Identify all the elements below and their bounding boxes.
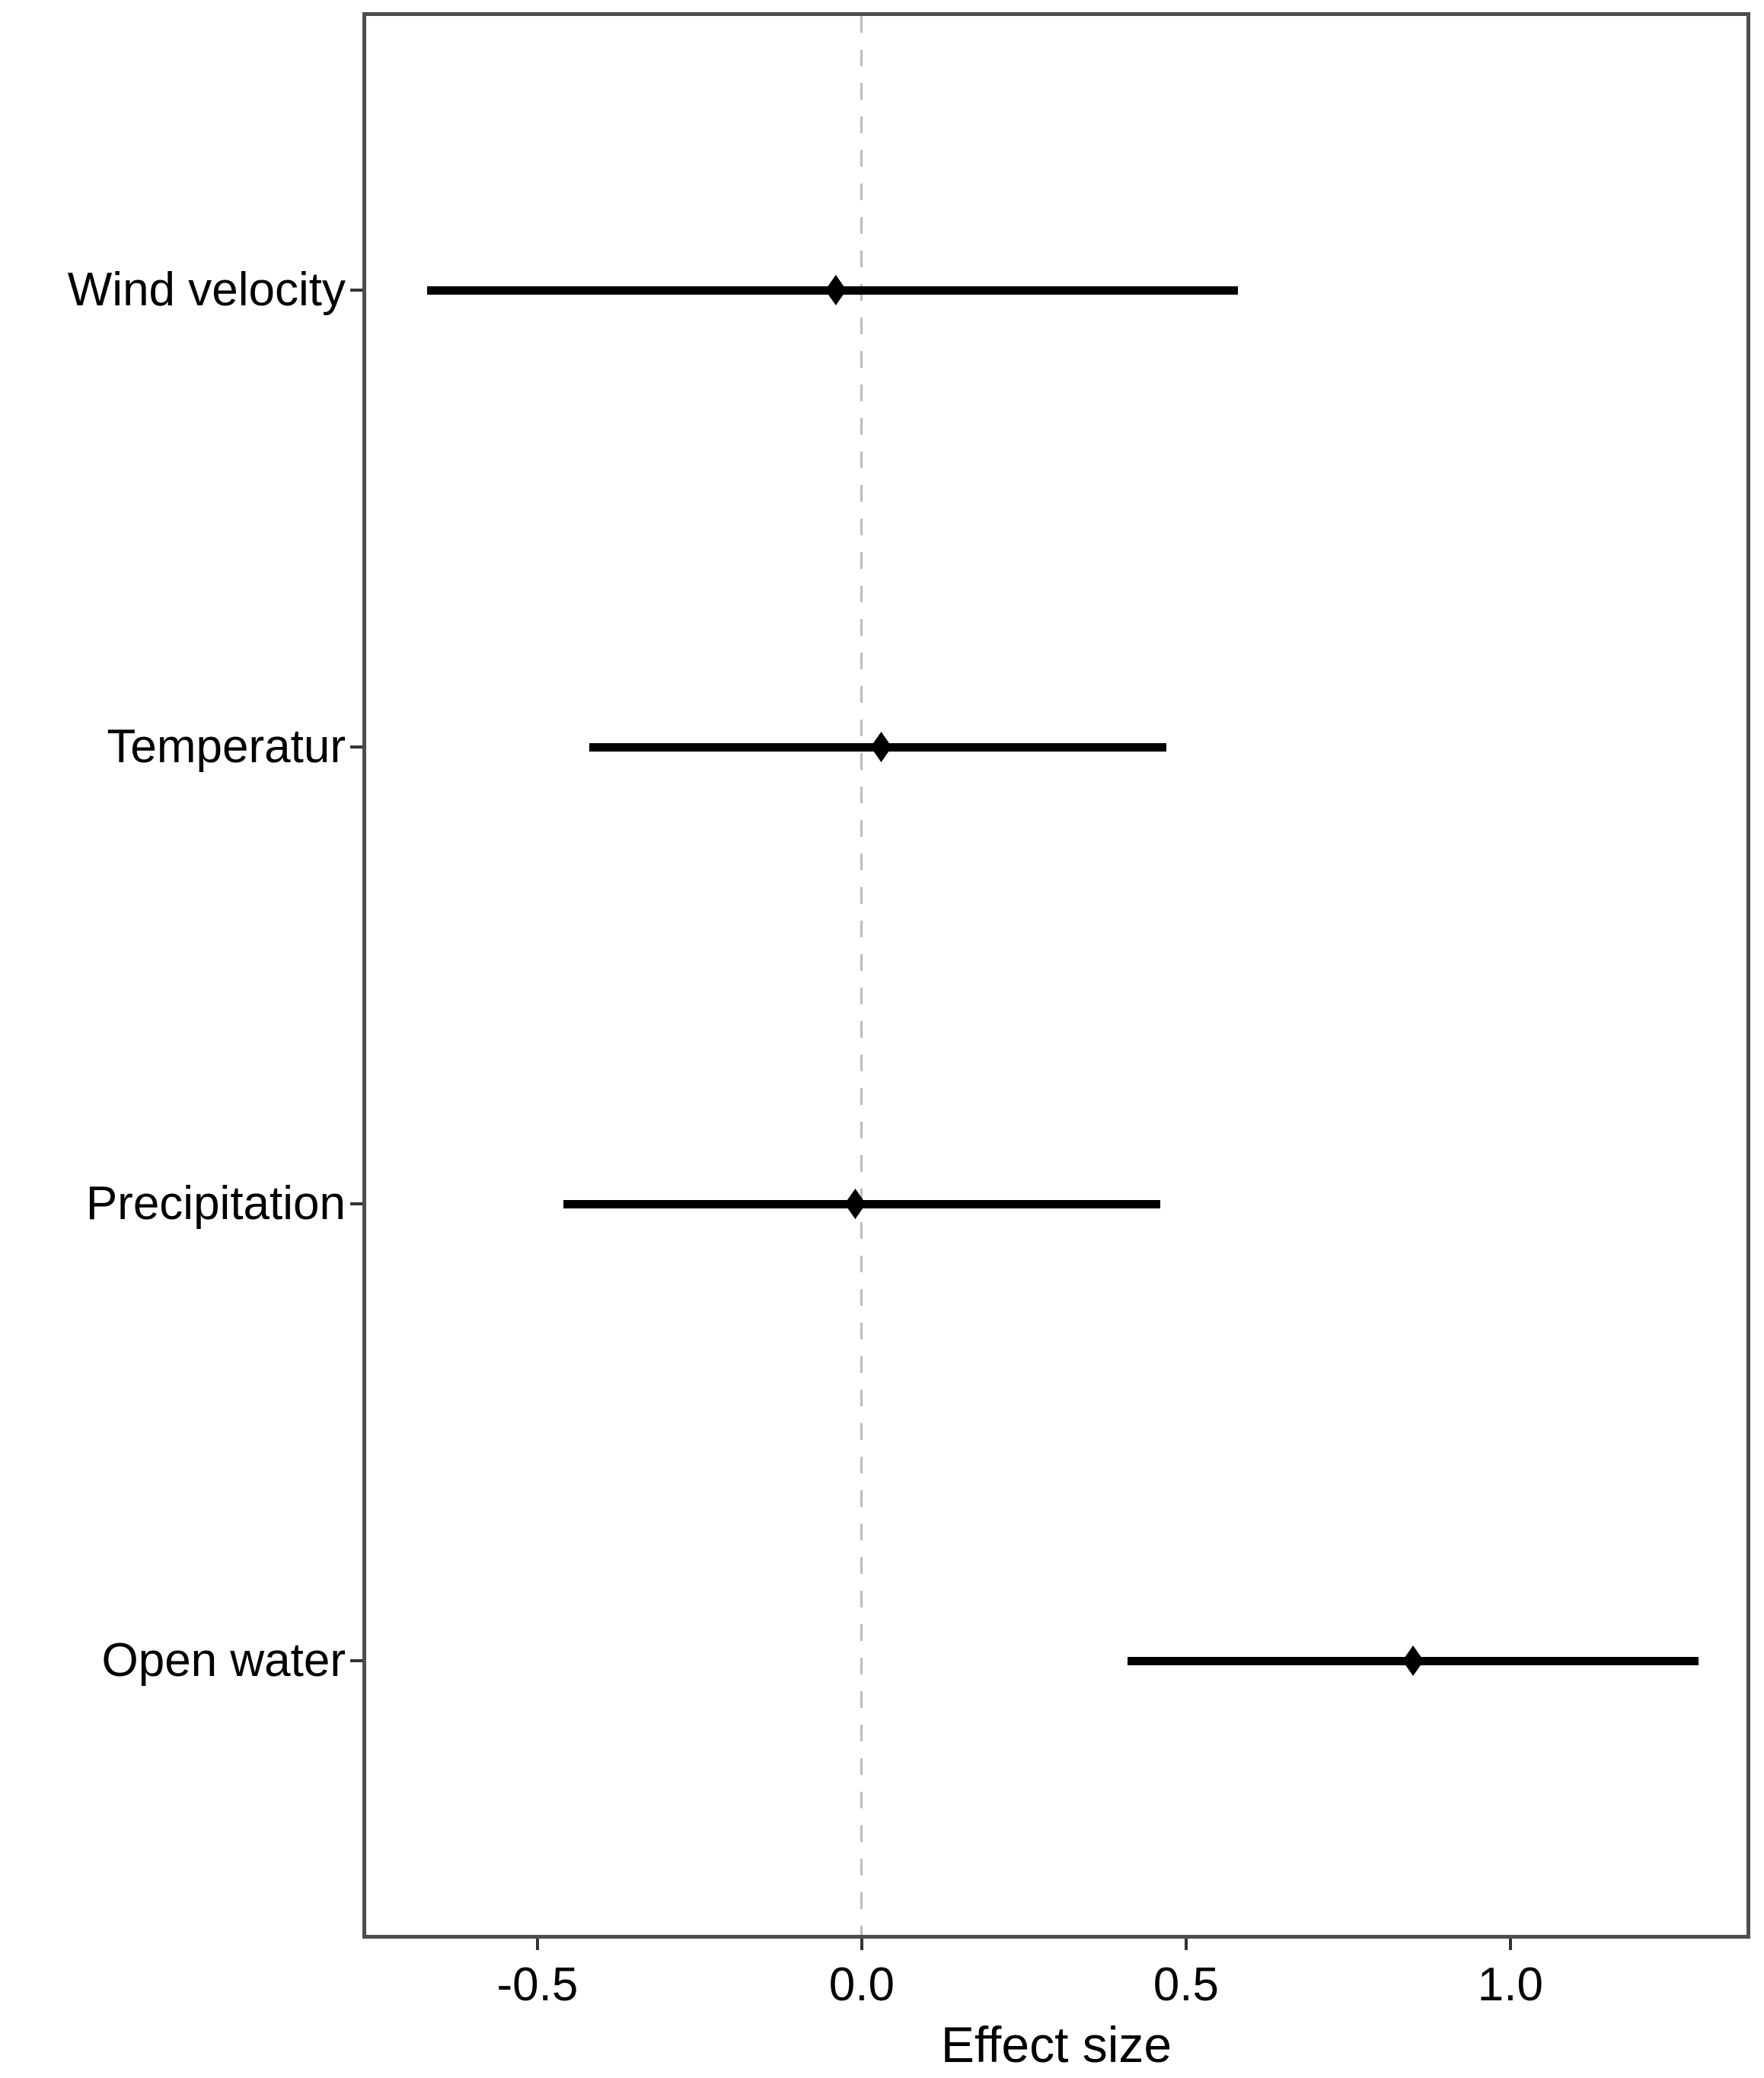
x-axis-tick-label: 0.0 [828,1958,895,2011]
y-axis-label: Temperatur [107,720,346,773]
y-axis-tick [350,289,362,292]
x-axis-title: Effect size [940,2016,1172,2073]
x-axis-tick-label: -0.5 [496,1958,579,2011]
y-axis-label: Precipitation [85,1177,346,1230]
zero-reference-line [860,16,863,1935]
x-axis-tick-label: 0.5 [1153,1958,1219,2011]
y-axis-label: Wind velocity [67,263,346,316]
x-axis-tick [535,1939,539,1950]
plot-panel [362,12,1750,1939]
y-axis-tick [350,1202,362,1205]
x-axis-tick-label: 1.0 [1477,1958,1543,2011]
x-axis-tick [1508,1939,1512,1950]
y-axis-tick [350,1659,362,1662]
x-axis-tick [1184,1939,1188,1950]
x-axis-tick [860,1939,863,1950]
y-axis-tick [350,745,362,749]
y-axis-label: Open water [101,1634,346,1687]
